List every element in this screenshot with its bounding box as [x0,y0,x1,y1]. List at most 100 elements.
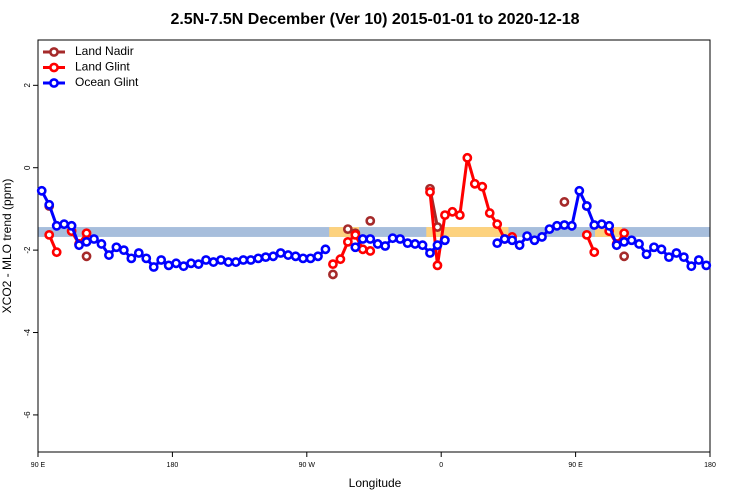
data-point [36,185,47,196]
data-point [171,258,182,269]
data-point [350,242,361,253]
data-point [104,250,114,260]
data-point [507,235,518,246]
x-tick-label: 90 E [568,462,583,469]
data-point [671,248,682,258]
data-point [141,253,152,264]
data-point [290,251,301,262]
data-point [626,235,637,246]
data-point [619,251,630,262]
data-point [305,253,316,264]
data-point [440,235,450,246]
highlight-range [426,227,509,237]
data-point [514,240,525,251]
data-point [581,229,592,240]
data-point [589,220,600,230]
data-point [701,260,712,271]
legend-label: Land Glint [75,60,130,74]
legend-marker [49,62,59,73]
data-point [686,261,697,272]
data-point [118,245,129,256]
data-point [641,249,652,260]
data-point [372,239,383,249]
data-point [499,234,510,244]
data-point [230,257,241,267]
data-point [365,215,376,226]
data-point [156,255,167,265]
data-point [611,240,622,251]
data-point [238,255,249,265]
data-point [574,185,585,196]
data-point [559,197,570,207]
data-point [350,229,361,240]
data-point [484,208,495,218]
data-point [440,210,450,220]
data-point [186,258,196,269]
data-point [133,248,144,258]
data-point [537,232,547,242]
data-point [96,239,107,249]
y-tick-label: -4 [23,328,32,336]
data-point [357,234,368,244]
data-point [283,250,294,260]
data-point [208,257,219,267]
data-point [693,255,704,265]
data-point [544,224,555,235]
x-tick-label: 90 W [299,462,316,469]
data-point [44,229,55,240]
x-tick-label: 0 [439,462,443,469]
data-point [492,219,503,230]
data-point [417,240,428,251]
data-point [462,152,473,163]
data-point [387,233,398,244]
data-point [74,240,84,251]
data-point [148,262,159,272]
data-point [328,269,338,280]
legend-label: Land Nadir [75,44,134,58]
data-point [552,220,562,231]
reference-band [38,227,710,237]
data-point [51,220,62,231]
data-point [253,253,264,264]
data-point [678,252,689,263]
data-point [342,224,353,235]
data-point [619,236,630,247]
data-point [193,259,204,270]
data-point [492,238,503,249]
legend-marker [49,47,59,57]
data-point [223,257,234,267]
data-point [425,248,435,258]
data-point [469,178,480,189]
data-point [245,255,256,265]
chart-title: 2.5N-7.5N December (Ver 10) 2015-01-01 t… [170,11,579,28]
data-point [357,244,368,255]
data-point [178,261,189,272]
y-tick-label: -6 [23,411,32,419]
plot-frame [37,39,711,453]
data-point [201,255,211,265]
data-point [454,210,465,220]
data-point [216,255,226,265]
data-point [335,254,346,265]
y-tick-label: 2 [23,83,32,88]
data-point [268,251,279,262]
x-axis-label: Longitude [349,476,402,490]
data-point [619,228,630,239]
data-point [313,251,323,262]
data-point [44,199,55,210]
data-point [566,220,577,231]
data-point [559,220,570,230]
x-tick-label: 180 [167,462,179,469]
y-tick-label: 0 [23,165,32,170]
data-point [581,201,592,211]
data-point [380,241,391,251]
y-tick-label: -2 [23,246,32,254]
data-point [59,219,70,230]
series-line [47,156,626,267]
data-point [365,234,376,244]
data-point [298,253,308,264]
data-point [447,206,458,217]
legend-label: Ocean Glint [75,75,139,89]
